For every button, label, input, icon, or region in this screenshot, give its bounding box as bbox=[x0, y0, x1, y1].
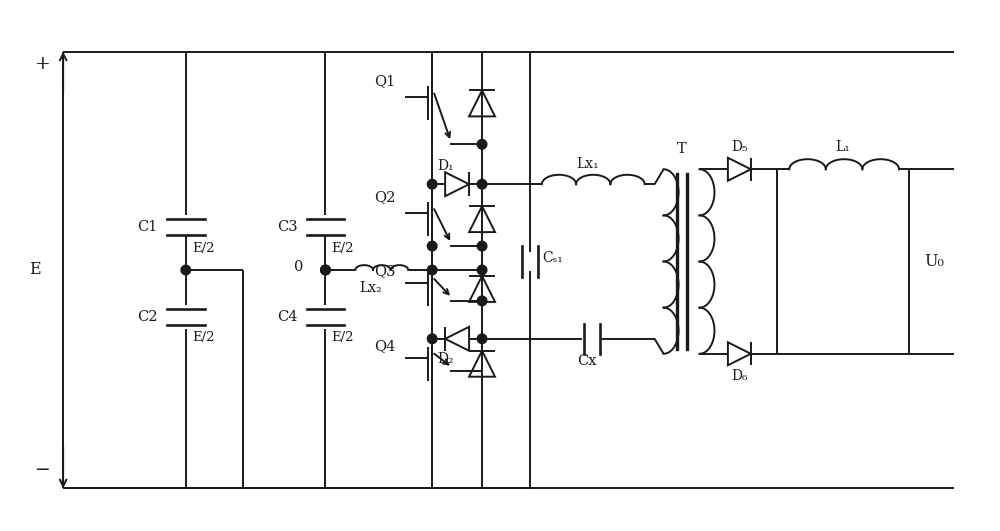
Text: D₅: D₅ bbox=[731, 140, 748, 155]
Text: −: − bbox=[35, 461, 51, 479]
Circle shape bbox=[321, 265, 330, 275]
Text: Q1: Q1 bbox=[374, 74, 395, 89]
Text: Q2: Q2 bbox=[374, 190, 395, 204]
Text: Lx₁: Lx₁ bbox=[576, 157, 599, 172]
Circle shape bbox=[477, 296, 487, 306]
Circle shape bbox=[181, 265, 191, 275]
Circle shape bbox=[477, 241, 487, 251]
Text: E: E bbox=[29, 261, 41, 278]
Circle shape bbox=[477, 265, 487, 275]
Circle shape bbox=[427, 241, 437, 251]
Circle shape bbox=[427, 179, 437, 189]
Circle shape bbox=[427, 334, 437, 344]
Text: Q4: Q4 bbox=[374, 339, 395, 353]
Text: U₀: U₀ bbox=[924, 253, 944, 270]
Text: E/2: E/2 bbox=[192, 331, 214, 344]
Text: C3: C3 bbox=[277, 220, 298, 234]
Text: L₁: L₁ bbox=[836, 140, 850, 155]
Text: D₂: D₂ bbox=[437, 352, 454, 366]
Circle shape bbox=[477, 334, 487, 344]
Circle shape bbox=[477, 140, 487, 149]
Circle shape bbox=[477, 179, 487, 189]
Text: E/2: E/2 bbox=[331, 331, 354, 344]
Text: C2: C2 bbox=[137, 310, 158, 324]
Circle shape bbox=[427, 265, 437, 275]
Text: E/2: E/2 bbox=[192, 242, 214, 254]
Circle shape bbox=[321, 265, 330, 275]
Text: E/2: E/2 bbox=[331, 242, 354, 254]
Text: Lx₂: Lx₂ bbox=[359, 281, 382, 295]
Text: 0: 0 bbox=[294, 260, 304, 274]
Text: +: + bbox=[35, 55, 51, 73]
Text: Q3: Q3 bbox=[374, 264, 395, 278]
Text: T: T bbox=[677, 142, 686, 156]
Text: Cx: Cx bbox=[578, 354, 597, 368]
Text: C1: C1 bbox=[138, 220, 158, 234]
Text: Cₛ₁: Cₛ₁ bbox=[542, 251, 563, 264]
Text: D₆: D₆ bbox=[731, 369, 748, 383]
Text: C4: C4 bbox=[277, 310, 298, 324]
Text: D₁: D₁ bbox=[437, 159, 454, 173]
